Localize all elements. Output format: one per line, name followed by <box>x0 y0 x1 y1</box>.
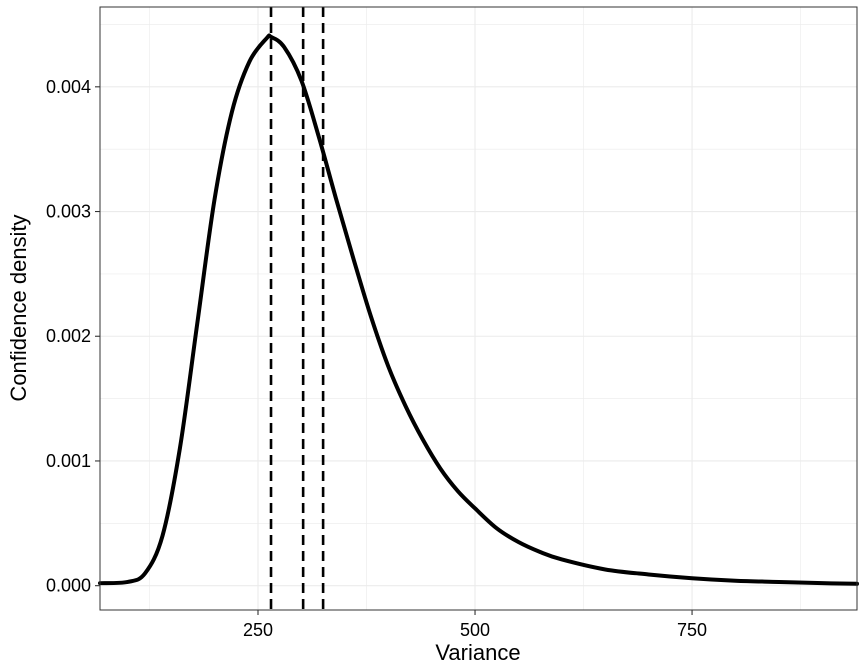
y-tick-label: 0.002 <box>46 326 91 346</box>
y-axis-ticks: 0.000 0.001 0.002 0.003 0.004 <box>46 77 100 596</box>
y-tick-label: 0.001 <box>46 451 91 471</box>
y-tick-label: 0.004 <box>46 77 91 97</box>
reference-lines <box>269 7 325 610</box>
density-curve-1 <box>98 33 859 586</box>
x-axis-ticks: 250 500 750 <box>243 610 707 640</box>
grid-major <box>100 7 857 610</box>
grid-minor <box>100 7 857 610</box>
x-tick-label: 250 <box>243 620 273 640</box>
series-layer <box>98 33 859 586</box>
x-tick-label: 500 <box>460 620 490 640</box>
y-tick-label: 0.000 <box>46 576 91 596</box>
plot-background <box>100 7 857 610</box>
x-axis-title: Variance <box>435 640 520 665</box>
plot-frame <box>99 6 858 611</box>
y-axis-title: Confidence density <box>6 214 31 401</box>
x-tick-label: 750 <box>677 620 707 640</box>
y-tick-label: 0.003 <box>46 202 91 222</box>
